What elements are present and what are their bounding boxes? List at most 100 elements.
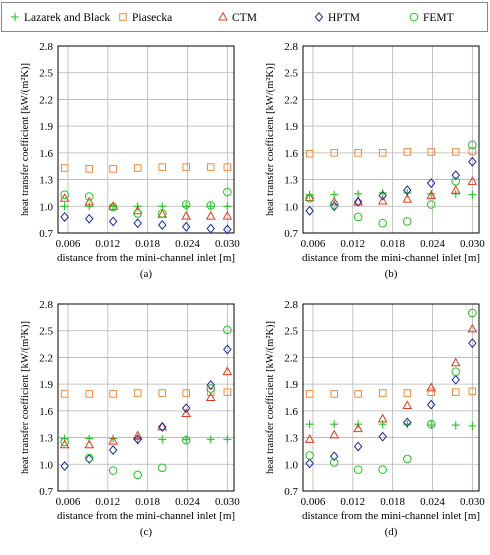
data-point xyxy=(181,221,191,232)
data-point xyxy=(451,374,461,385)
data-point xyxy=(181,408,192,418)
data-point xyxy=(133,164,142,172)
data-point xyxy=(378,389,387,397)
y-axis-label: heat transfer coefficient [kW/(m²K)] xyxy=(265,321,276,474)
y-tick-label: 1.0 xyxy=(284,201,298,213)
data-point xyxy=(108,202,118,212)
x-tick-label: 0.030 xyxy=(215,496,240,508)
data-point xyxy=(85,390,94,398)
data-point xyxy=(354,390,362,398)
data-point xyxy=(304,192,315,201)
data-point xyxy=(427,388,435,396)
data-point xyxy=(304,434,315,443)
x-tick-label: 0.018 xyxy=(135,238,160,250)
x-axis-label: distance from the mini-channel inlet [m] xyxy=(57,510,235,522)
y-tick-label: 1.6 xyxy=(39,148,53,160)
data-point xyxy=(329,429,340,439)
y-axis-label: heat transfer coefficient [kW/(m²K)] xyxy=(265,63,276,216)
data-point xyxy=(353,441,363,452)
x-tick-label: 0.018 xyxy=(380,238,405,250)
data-point xyxy=(305,458,314,469)
y-tick-label: 1.9 xyxy=(284,121,298,133)
x-tick-label: 0.012 xyxy=(340,238,365,250)
data-point xyxy=(108,466,118,475)
data-point xyxy=(133,218,142,229)
data-point xyxy=(378,465,387,474)
data-point xyxy=(205,392,216,401)
data-point xyxy=(426,190,437,200)
data-series xyxy=(305,147,477,158)
data-series xyxy=(60,344,232,472)
data-point xyxy=(109,434,118,443)
x-tick-label: 0.024 xyxy=(175,238,200,250)
y-tick-label: 2.2 xyxy=(284,352,298,364)
data-point xyxy=(353,465,363,474)
data-point xyxy=(378,188,387,197)
data-point xyxy=(426,419,436,429)
data-point xyxy=(60,461,69,472)
legend-marker xyxy=(218,11,228,21)
y-tick-label: 2.8 xyxy=(39,299,53,311)
panel-caption: (a) xyxy=(140,268,153,280)
y-tick-label: 2.2 xyxy=(39,94,53,106)
chart-panel: 0.7 1.0 1.3 1.6 1.9 2.2 2.5 2.8 0.006 0.012 0.018 0… xyxy=(20,41,240,280)
data-series xyxy=(60,325,232,480)
legend-label: FEMT xyxy=(423,12,454,24)
data-point xyxy=(223,187,232,197)
plot-frame xyxy=(57,303,235,492)
data-point xyxy=(60,212,69,222)
data-series xyxy=(305,156,477,216)
y-axis-label: heat transfer coefficient [kW/(m²K)] xyxy=(20,321,31,474)
data-point xyxy=(330,149,339,157)
data-point xyxy=(133,470,142,480)
data-point xyxy=(157,463,167,473)
legend-marker xyxy=(11,13,19,21)
y-tick-label: 1.0 xyxy=(39,201,53,213)
x-axis-label: distance from the mini-channel inlet [m] xyxy=(57,252,235,264)
y-tick-label: 1.6 xyxy=(284,406,298,418)
y-tick-label: 1.3 xyxy=(284,433,298,445)
data-point xyxy=(84,453,94,463)
data-point xyxy=(377,413,388,423)
plot-area xyxy=(57,45,235,234)
y-tick-label: 1.9 xyxy=(284,379,298,391)
x-tick-label: 0.018 xyxy=(380,496,405,508)
data-point xyxy=(182,202,191,211)
data-point xyxy=(158,220,167,230)
panel-caption: (c) xyxy=(140,526,153,538)
y-tick-label: 1.6 xyxy=(284,148,298,160)
y-tick-label: 1.0 xyxy=(284,459,298,471)
y-tick-label: 2.5 xyxy=(284,68,298,80)
data-point xyxy=(132,430,143,440)
data-point xyxy=(427,148,435,156)
data-point xyxy=(133,209,142,218)
data-point xyxy=(157,209,167,218)
legend-marker xyxy=(119,13,127,21)
legend-marker xyxy=(314,12,324,22)
data-point xyxy=(85,202,94,211)
data-point xyxy=(402,454,412,464)
data-point xyxy=(84,213,94,224)
data-point xyxy=(402,193,413,203)
y-tick-label: 1.6 xyxy=(39,406,53,418)
data-point xyxy=(467,176,478,185)
x-tick-label: 0.024 xyxy=(420,238,445,250)
data-point xyxy=(378,149,387,157)
data-point xyxy=(451,177,461,186)
legend-item: Piasecka xyxy=(119,12,172,24)
data-point xyxy=(206,435,215,444)
data-point xyxy=(108,435,118,445)
data-point xyxy=(206,201,216,210)
data-point xyxy=(403,417,412,428)
legend-item: HPTM xyxy=(314,12,360,24)
y-tick-label: 1.3 xyxy=(284,175,298,187)
data-point xyxy=(402,217,412,226)
plot-frame xyxy=(57,45,235,234)
data-point xyxy=(158,421,167,432)
data-point xyxy=(158,435,167,444)
y-tick-label: 2.8 xyxy=(284,41,298,53)
data-series xyxy=(305,308,477,474)
data-point xyxy=(85,165,94,173)
data-point xyxy=(330,420,339,429)
